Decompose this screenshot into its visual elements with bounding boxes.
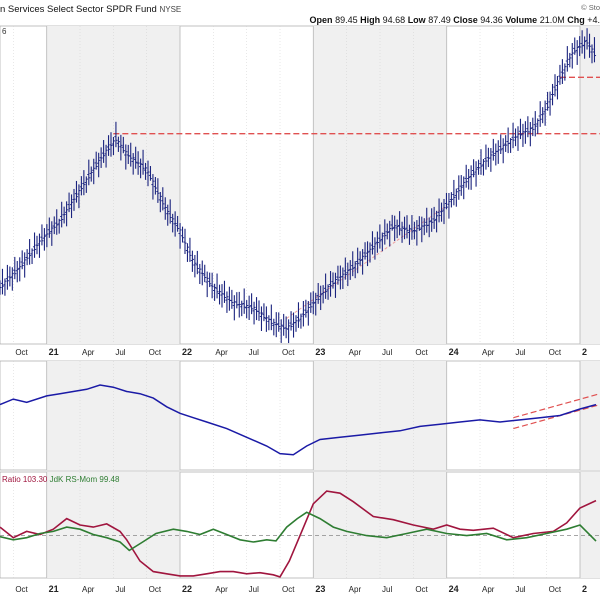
x-axis-labels: Oct 21 Apr Jul Oct 22 Apr Jul Oct 23 Apr Jul Oct 24 Ap…	[15, 347, 587, 357]
x-tick-label: Apr	[482, 585, 495, 594]
year-shade-band	[580, 26, 600, 344]
x-tick-label: Oct	[415, 585, 428, 594]
x-tick-label: 21	[49, 347, 59, 357]
x-tick-label: Oct	[282, 348, 295, 357]
year-shade-band	[313, 472, 447, 578]
mom-legend: JdK RS-Mom 99.48	[50, 475, 120, 484]
x-tick-label: 24	[449, 584, 459, 594]
ohlc-readout: Open 89.45 High 94.68 Low 87.49 Close 94…	[310, 15, 600, 25]
x-tick-label: Oct	[282, 585, 295, 594]
x-tick-label: Apr	[82, 348, 95, 357]
x-tick-label: Apr	[215, 348, 228, 357]
x-tick-label: Oct	[149, 585, 162, 594]
year-shade-band	[580, 472, 600, 578]
x-tick-label: Oct	[149, 348, 162, 357]
x-tick-label: 24	[449, 347, 459, 357]
rs-trend-line-lower	[513, 404, 600, 430]
watermark: © Sto	[581, 3, 600, 12]
series-ratio-line	[0, 490, 597, 578]
momentum-legend: Ratio 103.30 JdK RS-Mom 99.48	[2, 475, 120, 484]
x-tick-label: Oct	[15, 348, 28, 357]
x-tick-label: Jul	[382, 348, 392, 357]
x-tick-label: Apr	[82, 585, 95, 594]
rrg-momentum-panel: Ratio 103.30 JdK RS-Mom 99.48	[0, 471, 600, 579]
year-shade-band	[46, 472, 180, 578]
x-tick-label: Apr	[482, 348, 495, 357]
x-tick-label: Oct	[15, 585, 28, 594]
x-tick-label: 23	[315, 584, 325, 594]
chart-title: n Services Select Sector SPDR Fund NYSE	[0, 4, 181, 15]
x-tick-label: 2	[582, 584, 587, 594]
price-corner-label: 6	[2, 27, 7, 36]
x-tick-label: Jul	[515, 348, 525, 357]
x-tick-label: Jul	[515, 585, 525, 594]
x-tick-label: 22	[182, 347, 192, 357]
rs-trend-line-upper	[513, 393, 600, 419]
x-tick-label: Oct	[415, 348, 428, 357]
year-shade-band	[580, 361, 600, 470]
rs-line	[0, 384, 597, 456]
x-tick-label: Jul	[249, 348, 259, 357]
x-tick-label: Apr	[349, 348, 362, 357]
x-tick-label: 2	[582, 347, 587, 357]
x-tick-label: Jul	[115, 348, 125, 357]
x-tick-label: Oct	[549, 348, 562, 357]
x-tick-label: 22	[182, 584, 192, 594]
x-axis-labels-bottom: Oct 21 Apr Jul Oct 22 Apr Jul Oct 23 Apr Jul Oct 24 Ap…	[15, 584, 587, 594]
series-mom-line	[0, 511, 597, 552]
ratio-legend: Ratio 103.30	[2, 475, 48, 484]
x-tick-label: Jul	[249, 585, 259, 594]
x-tick-label: Jul	[382, 585, 392, 594]
price-panel: 6	[0, 25, 600, 345]
rs-line-panel	[0, 360, 600, 471]
x-tick-label: Oct	[549, 585, 562, 594]
x-tick-label: 23	[315, 347, 325, 357]
x-tick-label: 21	[49, 584, 59, 594]
x-tick-label: Apr	[215, 585, 228, 594]
x-tick-label: Apr	[349, 585, 362, 594]
x-tick-label: Jul	[115, 585, 125, 594]
